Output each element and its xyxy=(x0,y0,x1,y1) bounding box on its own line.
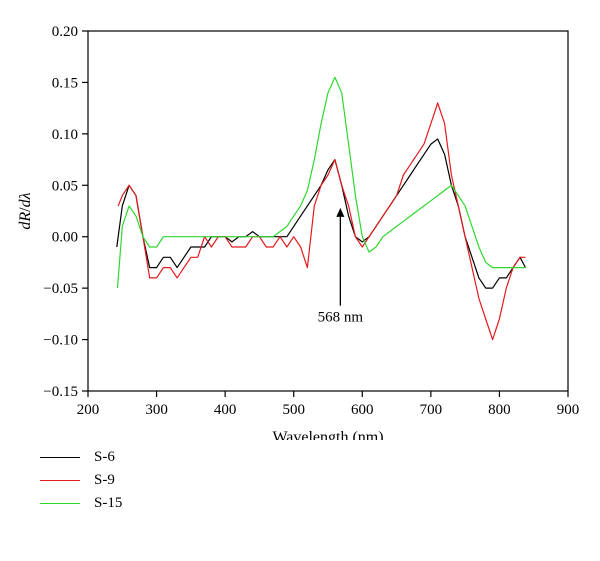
series-layer xyxy=(116,76,527,341)
legend-label-s9: S-9 xyxy=(94,472,115,488)
annotation-layer: 568 nm xyxy=(318,207,364,326)
y-tick-label: 0.00 xyxy=(52,230,78,246)
x-tick-label: 400 xyxy=(214,402,237,418)
series-line-s-15 xyxy=(116,76,526,289)
x-tick-label: 600 xyxy=(351,402,374,418)
legend-label-s6: S-6 xyxy=(94,449,115,465)
y-axis-ticks: −0.15 −0.10 −0.05 0.00 0.05 0.10 0.15 0.20 xyxy=(43,24,88,400)
y-axis-title-part: / xyxy=(17,207,34,212)
y-tick-label: −0.15 xyxy=(43,384,78,400)
x-tick-label: 200 xyxy=(77,402,100,418)
x-tick-label: 900 xyxy=(557,402,580,418)
legend-swatch-s6 xyxy=(40,457,80,458)
y-tick-label: −0.05 xyxy=(43,281,78,297)
plot-frame xyxy=(87,30,569,392)
x-tick-label: 300 xyxy=(145,402,168,418)
chart: 200 300 400 500 600 700 800 900 −0.15 −0.10 −0.05… xyxy=(17,24,580,440)
y-axis-title-part: dR xyxy=(17,212,34,230)
y-tick-label: 0.20 xyxy=(52,24,78,40)
y-tick-label: 0.05 xyxy=(52,178,78,194)
x-tick-label: 700 xyxy=(420,402,443,418)
x-tick-label: 800 xyxy=(488,402,511,418)
legend-item-s6: S-6 xyxy=(40,446,122,469)
annotation-label: 568 nm xyxy=(318,310,364,326)
x-tick-label: 500 xyxy=(282,402,305,418)
annotation-arrowhead xyxy=(336,207,345,217)
legend-label-s15: S-15 xyxy=(94,495,123,511)
y-tick-label: −0.10 xyxy=(43,333,78,349)
legend-swatch-s9 xyxy=(40,480,80,481)
y-tick-label: 0.15 xyxy=(52,75,78,91)
y-tick-label: 0.10 xyxy=(52,127,78,143)
y-axis-title-part: d xyxy=(17,198,34,207)
legend-item-s9: S-9 xyxy=(40,469,122,492)
y-axis-title-part: λ xyxy=(17,192,34,200)
legend-swatch-s15 xyxy=(40,503,80,504)
y-axis-title: dR/dλ xyxy=(17,192,34,229)
x-axis-title: Wavelength (nm) xyxy=(272,429,383,440)
x-axis-ticks: 200 300 400 500 600 700 800 900 xyxy=(77,391,580,418)
series-line-s-9 xyxy=(117,102,526,341)
legend: S-6 S-9 S-15 xyxy=(40,446,122,515)
legend-item-s15: S-15 xyxy=(40,492,122,515)
series-line-s-6 xyxy=(116,138,527,289)
